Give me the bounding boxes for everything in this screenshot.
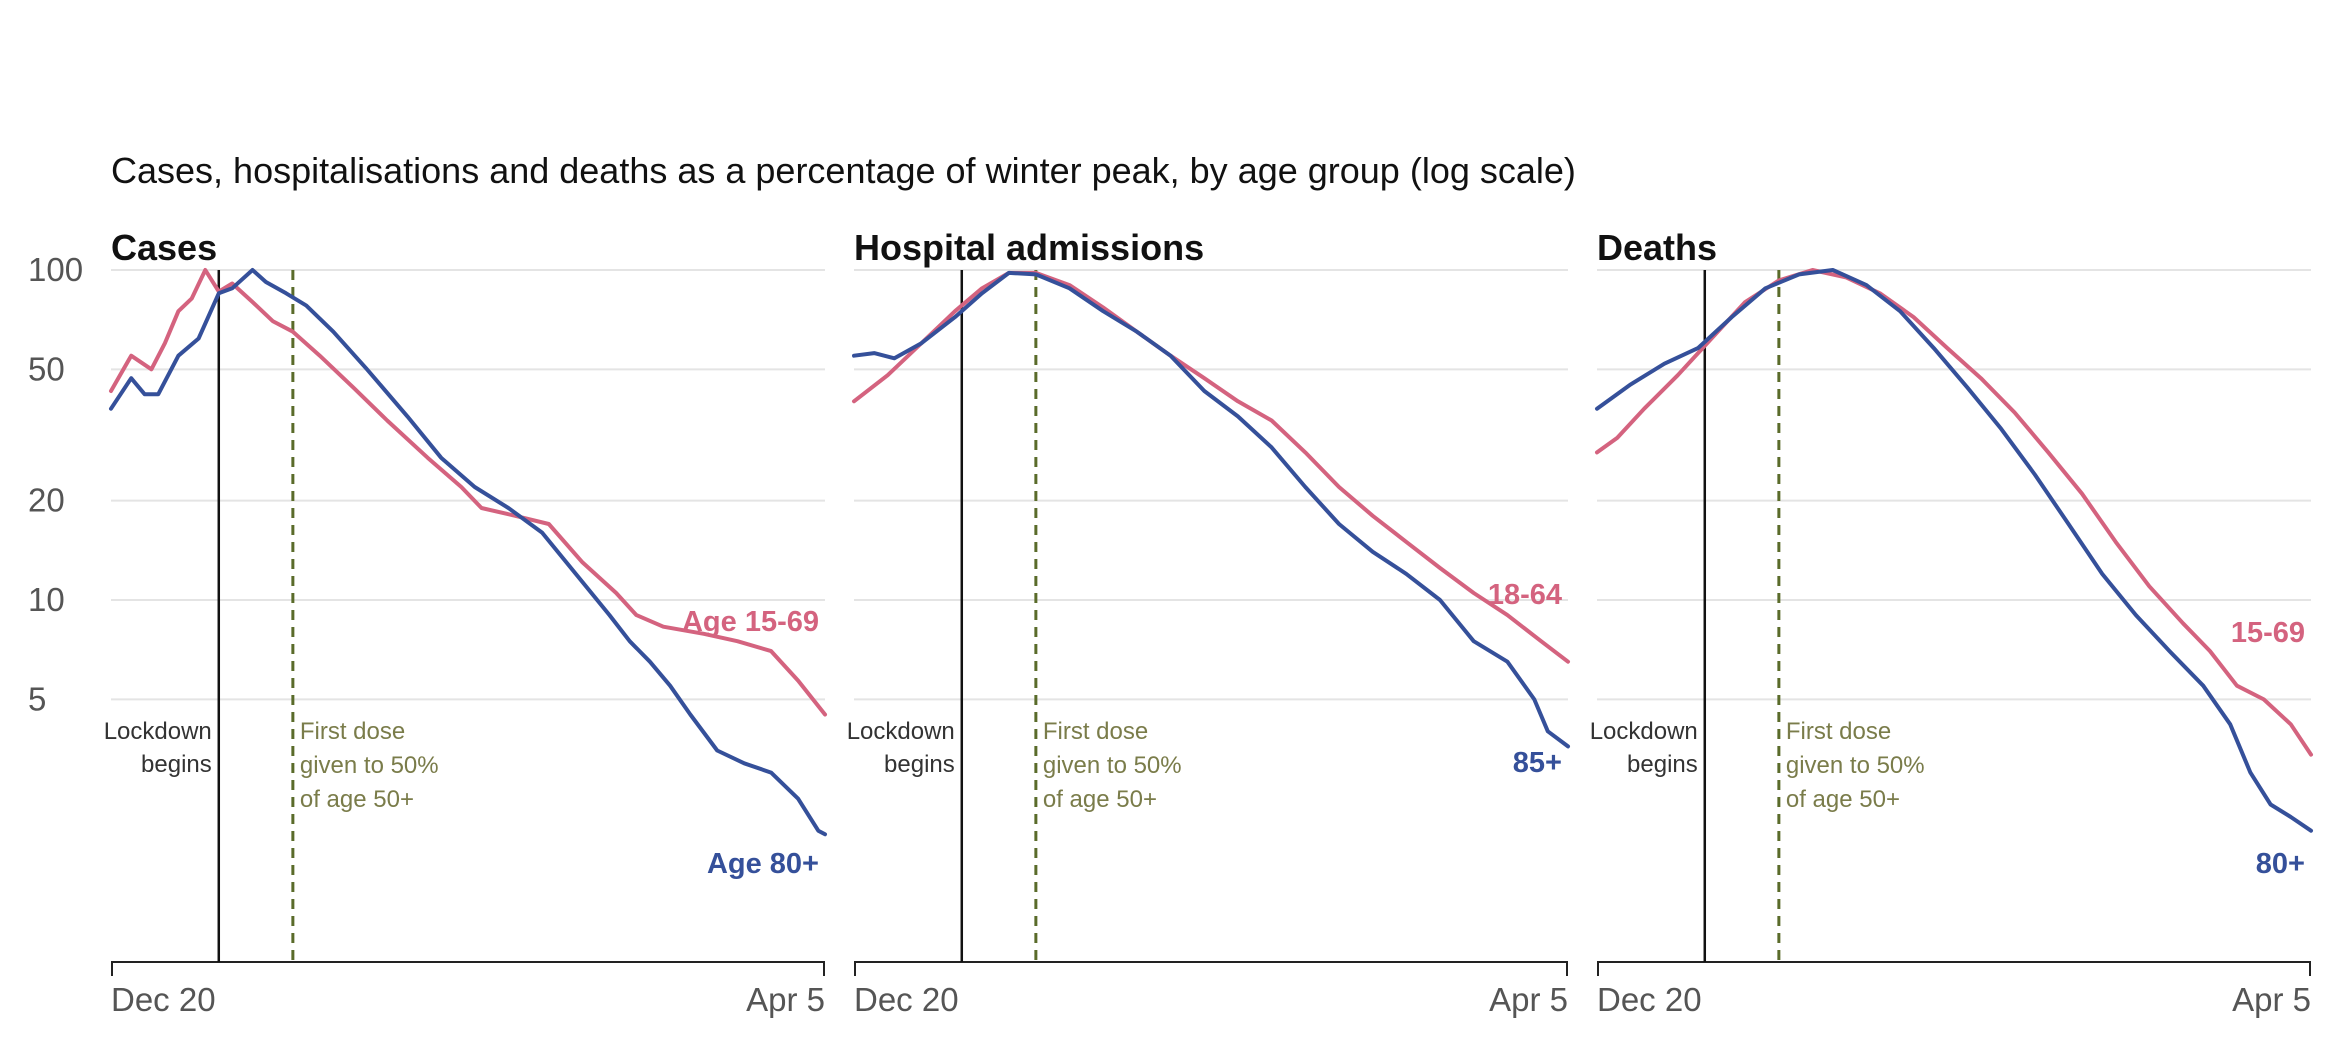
first-dose-annotation: First dose <box>1786 718 1891 745</box>
series-label: 18-64 <box>1488 579 1562 611</box>
first-dose-annotation: given to 50% <box>1043 752 1182 779</box>
x-tick-label: Dec 20 <box>854 981 959 1018</box>
lockdown-annotation: begins <box>1627 751 1698 778</box>
series-label: 85+ <box>1513 747 1562 779</box>
series-label: 15-69 <box>2231 617 2305 649</box>
y-tick-label: 5 <box>28 680 46 717</box>
panels-group: 100 50 20 10 5 Cases Dec 20 Apr 5 Lockdown begins… <box>28 227 2313 1018</box>
panel-hospital-admissions: Hospital admissions Dec 20 Apr 5 Lockdown be… <box>847 227 1570 1018</box>
first-dose-annotation: of age 50+ <box>300 786 414 813</box>
lockdown-annotation: Lockdown <box>104 718 212 745</box>
panel-title: Deaths <box>1597 227 1717 268</box>
panel-title: Cases <box>111 227 217 268</box>
first-dose-annotation: of age 50+ <box>1786 786 1900 813</box>
x-tick-label: Dec 20 <box>1597 981 1702 1018</box>
y-tick-label: 20 <box>28 482 65 519</box>
panel-title: Hospital admissions <box>854 227 1204 268</box>
y-tick-label: 10 <box>28 581 65 618</box>
first-dose-annotation: First dose <box>1043 718 1148 745</box>
lockdown-annotation: begins <box>141 751 212 778</box>
series-line-80- <box>1595 268 2313 833</box>
x-tick-label: Apr 5 <box>1489 981 1568 1018</box>
series-label: Age 80+ <box>707 848 819 880</box>
series-line-85- <box>852 270 1570 749</box>
series-label: 80+ <box>2256 848 2305 880</box>
series-label: Age 15-69 <box>682 606 819 638</box>
y-tick-label: 100 <box>28 251 83 288</box>
first-dose-annotation: First dose <box>300 718 405 745</box>
x-tick-label: Apr 5 <box>746 981 825 1018</box>
x-tick-label: Dec 20 <box>111 981 216 1018</box>
series-line-18-64 <box>852 270 1570 664</box>
lockdown-annotation: Lockdown <box>847 718 955 745</box>
y-tick-label: 50 <box>28 350 65 387</box>
lockdown-annotation: begins <box>884 751 955 778</box>
panel-deaths: Deaths Dec 20 Apr 5 Lockdown begins First dos… <box>1590 227 2313 1018</box>
x-tick-label: Apr 5 <box>2232 981 2311 1018</box>
first-dose-annotation: given to 50% <box>300 752 439 779</box>
series-line-age-80- <box>109 268 827 837</box>
panel-cases: Cases Dec 20 Apr 5 Lockdown begins First dose… <box>104 227 827 1018</box>
series-line-15-69 <box>1595 268 2313 757</box>
lockdown-annotation: Lockdown <box>1590 718 1698 745</box>
first-dose-annotation: of age 50+ <box>1043 786 1157 813</box>
chart-title: Cases, hospitalisations and deaths as a … <box>111 150 1576 191</box>
series-line-age-15-69 <box>109 268 827 717</box>
first-dose-annotation: given to 50% <box>1786 752 1925 779</box>
